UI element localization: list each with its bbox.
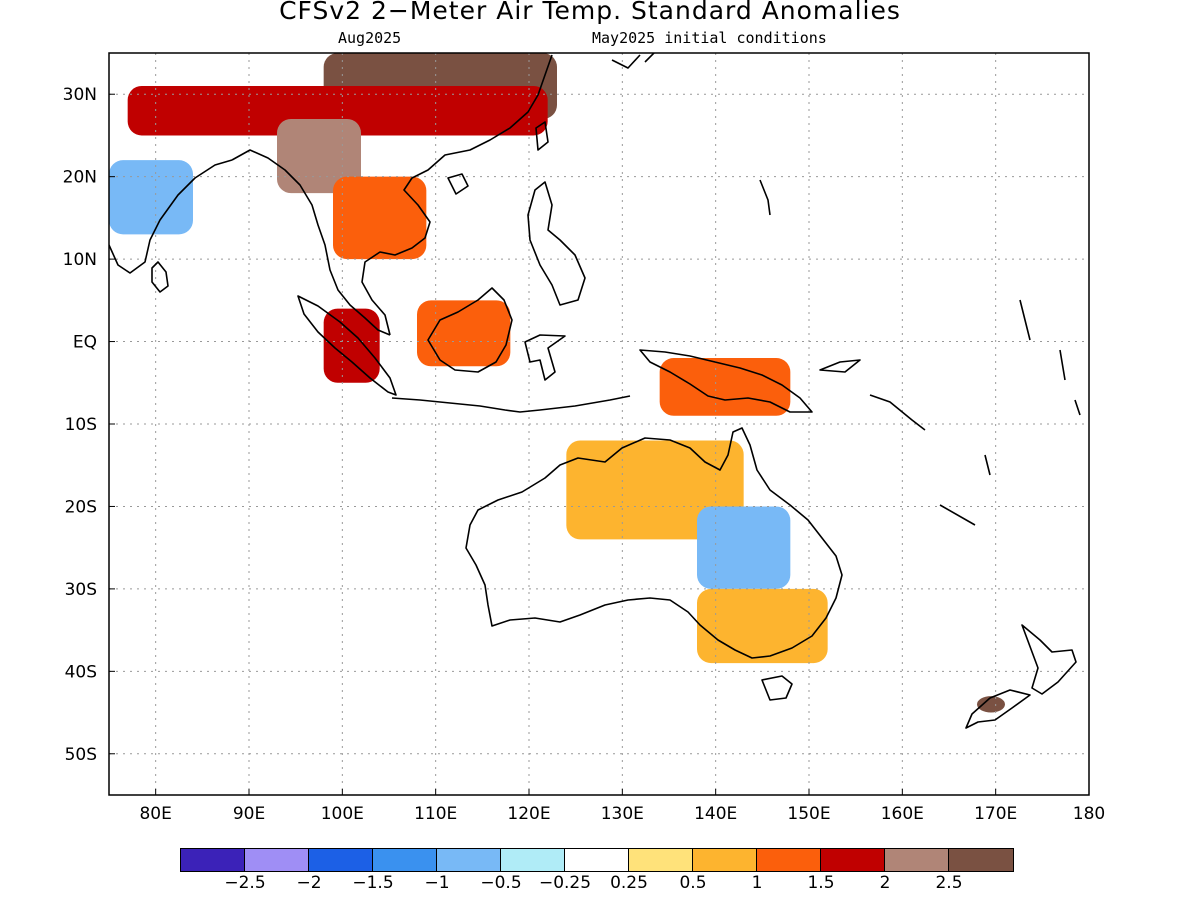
colorbar-label: −2.5 — [224, 873, 266, 893]
coastline-indochina-east — [361, 54, 553, 336]
y-tick-label: 40S — [65, 662, 97, 682]
coastline-solomons — [869, 394, 926, 431]
initial-conditions: May2025 initial conditions — [592, 29, 827, 47]
coastline-philippines — [527, 181, 586, 306]
coastline-nz-south — [965, 689, 1031, 729]
colorbar-label: 2 — [879, 873, 891, 893]
coastline-hainan — [447, 173, 469, 195]
anomaly-region-4 — [109, 160, 193, 235]
y-tick-label: EQ — [73, 333, 97, 353]
colorbar-swatch — [949, 849, 1013, 871]
x-tick-label: 150E — [787, 804, 830, 824]
colorbar-label: 1.5 — [807, 873, 835, 893]
coastline-australia — [465, 427, 843, 659]
colorbar-swatch — [437, 849, 501, 871]
colorbar — [180, 848, 1014, 872]
anomaly-region-5 — [417, 300, 511, 367]
coastline-layer — [109, 53, 1081, 729]
anomaly-region-11 — [697, 588, 828, 664]
x-tick-label: 160E — [881, 804, 924, 824]
coastline-india — [109, 159, 233, 274]
coastline-taiwan — [535, 121, 549, 151]
colorbar-label: −1.5 — [352, 873, 394, 893]
x-tick-label: 100E — [321, 804, 364, 824]
coastline-new-britain — [819, 359, 861, 373]
y-tick-label: 50S — [65, 745, 97, 765]
axis-ticks: 80E 90E 100E 110E 120E 130E 140E 150E 160E 170E 18… — [63, 85, 1106, 824]
colorbar-swatch — [181, 849, 245, 871]
colorbar-label: −1 — [424, 873, 450, 893]
colorbar-swatch — [693, 849, 757, 871]
colorbar-label: 1 — [751, 873, 763, 893]
anomaly-region-7 — [659, 358, 791, 416]
colorbar-swatch — [309, 849, 373, 871]
coastline-java — [391, 395, 631, 413]
coastline-tasmania — [761, 675, 793, 701]
pacific-islands — [759, 179, 1081, 526]
coastline-new-guinea — [639, 349, 813, 413]
coastline-sumatra — [297, 295, 397, 396]
colorbar-label: −2 — [296, 873, 322, 893]
colorbar-swatch — [629, 849, 693, 871]
x-tick-label: 80E — [139, 804, 171, 824]
y-tick-label: 10S — [65, 415, 97, 435]
colorbar-swatch — [565, 849, 629, 871]
colorbar-label: 0.25 — [610, 873, 648, 893]
colorbar-swatch — [757, 849, 821, 871]
colorbar-label: 0.5 — [679, 873, 707, 893]
colorbar-swatch — [501, 849, 565, 871]
forecast-month: Aug2025 — [338, 29, 402, 47]
colorbar-label: −0.25 — [538, 873, 592, 893]
colorbar-label: −0.5 — [480, 873, 522, 893]
coastline-borneo — [427, 287, 513, 373]
anomaly-region-1 — [127, 85, 548, 136]
y-tick-label: 20N — [63, 168, 97, 188]
coastline-indochina-west — [231, 149, 391, 336]
anomaly-field-layer — [109, 53, 1005, 713]
y-tick-label: 20S — [65, 497, 97, 517]
chart-title: CFSv2 2−Meter Air Temp. Standard Anomali… — [279, 0, 901, 25]
colorbar-swatch — [821, 849, 885, 871]
colorbar-swatch — [245, 849, 309, 871]
coastline-japan — [611, 53, 656, 69]
x-tick-label: 180 — [1073, 804, 1105, 824]
anomaly-region-9 — [697, 506, 791, 589]
x-tick-label: 120E — [507, 804, 550, 824]
anomaly-region-12 — [977, 696, 1005, 713]
x-tick-label: 90E — [233, 804, 265, 824]
y-tick-label: 30N — [63, 85, 97, 105]
coastline-sri-lanka — [151, 261, 169, 293]
anomaly-region-3 — [333, 176, 427, 260]
x-tick-label: 170E — [974, 804, 1017, 824]
anomaly-region-10 — [510, 547, 641, 622]
colorbar-swatch — [885, 849, 949, 871]
coastline-sulawesi — [524, 334, 566, 381]
x-tick-label: 140E — [694, 804, 737, 824]
x-tick-label: 110E — [414, 804, 457, 824]
y-tick-label: 30S — [65, 580, 97, 600]
grid-layer — [109, 53, 1089, 795]
colorbar-label: 2.5 — [935, 873, 963, 893]
x-tick-label: 130E — [601, 804, 644, 824]
anomaly-region-6 — [323, 308, 380, 383]
y-tick-label: 10N — [63, 250, 97, 270]
anomaly-region-2 — [277, 118, 361, 194]
coastline-nz-north — [1021, 624, 1077, 695]
colorbar-swatch — [373, 849, 437, 871]
